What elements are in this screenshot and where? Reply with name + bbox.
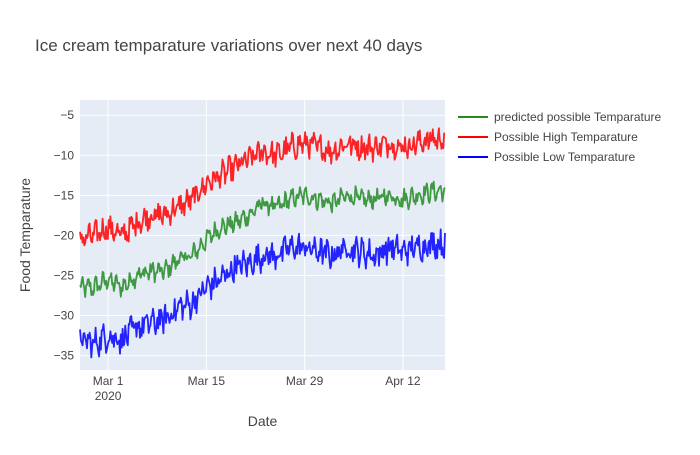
- chart-title: Ice cream temparature variations over ne…: [35, 36, 422, 55]
- x-tick-sublabel: 2020: [95, 389, 122, 403]
- x-tick-label: Mar 29: [286, 374, 324, 388]
- series-line: [79, 180, 446, 298]
- legend-label: predicted possible Temparature: [494, 110, 662, 124]
- legend-label: Possible Low Temparature: [494, 150, 636, 164]
- y-tick-label: −5: [60, 108, 74, 122]
- x-tick-label: Mar 1: [93, 374, 124, 388]
- series-line: [79, 228, 446, 359]
- y-tick-label: −15: [54, 188, 75, 202]
- y-axis-ticks: −35 −30 −25 −20 −15 −10 −5: [54, 108, 75, 362]
- y-tick-label: −30: [54, 309, 75, 323]
- y-axis-title: Food Temparature: [17, 178, 33, 292]
- y-tick-label: −10: [54, 148, 75, 162]
- legend: predicted possible Temparature Possible H…: [458, 110, 662, 164]
- series-line: [79, 127, 446, 247]
- x-tick-label: Apr 12: [385, 374, 421, 388]
- x-tick-label: Mar 15: [188, 374, 226, 388]
- series-layer: [79, 127, 446, 359]
- legend-label: Possible High Temparature: [494, 130, 638, 144]
- x-axis-title: Date: [248, 413, 278, 429]
- y-tick-label: −35: [54, 349, 75, 363]
- y-tick-label: −20: [54, 228, 75, 242]
- y-tick-label: −25: [54, 268, 75, 282]
